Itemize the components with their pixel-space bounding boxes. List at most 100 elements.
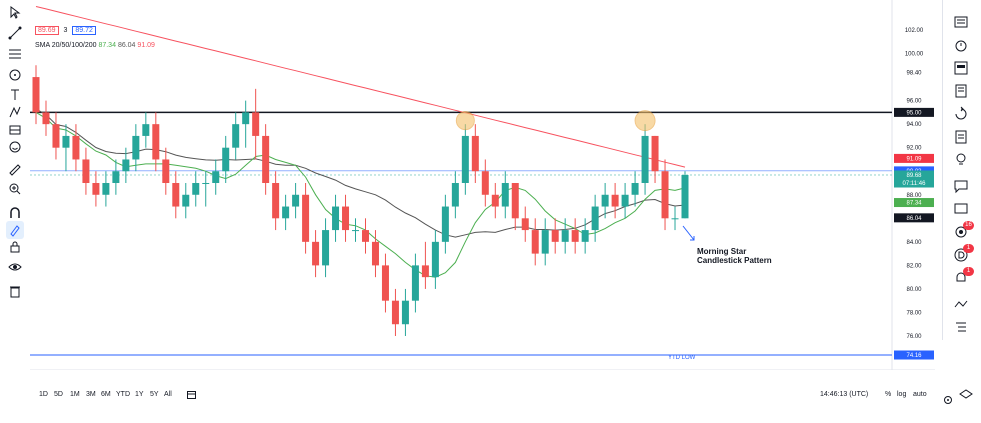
- idea-bulb-icon[interactable]: [953, 152, 971, 170]
- candle-body: [322, 230, 330, 266]
- trash-icon[interactable]: [6, 282, 24, 300]
- candle-body: [371, 241, 379, 266]
- range-1y-button[interactable]: 1Y: [135, 391, 144, 398]
- candle-body: [262, 135, 270, 183]
- drawing-mode-icon[interactable]: [6, 221, 24, 239]
- layers-icon[interactable]: [959, 387, 973, 406]
- settings-gear-icon[interactable]: [943, 392, 953, 410]
- candle-body: [282, 206, 290, 219]
- sma20-line: [35, 111, 686, 278]
- price-badge-label: 89.68: [906, 173, 922, 179]
- price-chart[interactable]: 102.00100.0098.4096.0094.0092.0090.0088.…: [30, 0, 935, 370]
- candle-body: [232, 124, 240, 148]
- range-ytd-button[interactable]: YTD: [116, 391, 130, 398]
- range-1d-button[interactable]: 1D: [39, 391, 48, 398]
- streams-icon[interactable]: 16: [953, 221, 974, 242]
- spread-value: 3: [63, 27, 68, 34]
- candle-body: [112, 171, 120, 183]
- candle-body: [172, 183, 180, 207]
- price-badge: [894, 178, 934, 188]
- candle-body: [481, 171, 489, 195]
- candle-body: [631, 183, 639, 195]
- candle-body: [521, 218, 529, 231]
- sma100-value: 86.04: [117, 42, 136, 49]
- percent-scale-button[interactable]: %: [885, 391, 892, 398]
- candle-body: [591, 206, 599, 231]
- watchlist-icon[interactable]: [953, 14, 971, 32]
- candle-body: [332, 206, 340, 231]
- sell-price[interactable]: 89.69: [35, 26, 59, 35]
- price-badge-label: 91.09: [906, 157, 922, 163]
- candle-body: [52, 124, 60, 148]
- candle-body: [671, 218, 679, 220]
- text-icon[interactable]: [6, 86, 24, 104]
- utc-clock[interactable]: 14:46:13 (UTC): [820, 391, 869, 398]
- price-badge-label: 86.04: [906, 216, 922, 222]
- auto-scale-button[interactable]: auto: [913, 391, 927, 398]
- price-tick-label: 76.00: [906, 334, 922, 340]
- range-5d-button[interactable]: 5D: [54, 391, 63, 398]
- fib-icon[interactable]: [6, 45, 24, 63]
- price-tick-label: 96.00: [906, 99, 922, 105]
- ruler-icon[interactable]: [6, 161, 24, 179]
- candle-body: [222, 147, 230, 172]
- candle-body: [511, 183, 519, 219]
- candle-body: [471, 135, 479, 172]
- news-icon[interactable]: [953, 83, 971, 101]
- calculator-icon[interactable]: [953, 129, 971, 147]
- candle-body: [142, 124, 150, 136]
- refresh-icon[interactable]: [953, 106, 971, 124]
- price-badge: [894, 198, 934, 208]
- candle-body: [152, 124, 160, 160]
- price-tick-label: 94.00: [906, 122, 922, 128]
- alarm-clock-icon[interactable]: [953, 37, 971, 55]
- notification-badge: 1: [963, 244, 974, 253]
- object-tree-icon[interactable]: [953, 319, 971, 337]
- eye-icon[interactable]: [6, 258, 24, 276]
- notifications-bell-icon[interactable]: 1: [953, 267, 974, 288]
- candle-body: [32, 77, 40, 113]
- prediction-icon[interactable]: [6, 121, 24, 139]
- candle-body: [102, 183, 110, 195]
- chat-icon[interactable]: [953, 178, 971, 196]
- goto-date-icon[interactable]: [187, 390, 196, 401]
- candle-body: [122, 159, 130, 172]
- zoom-icon[interactable]: [6, 180, 24, 198]
- range-3m-button[interactable]: 3M: [86, 391, 96, 398]
- emoji-icon[interactable]: [6, 138, 24, 156]
- candle-body: [621, 194, 629, 207]
- range-6m-button[interactable]: 6M: [101, 391, 111, 398]
- lock-icon[interactable]: [6, 238, 24, 256]
- price-badge: [894, 213, 934, 223]
- candle-body: [162, 159, 170, 183]
- buy-price[interactable]: 89.72: [72, 26, 96, 35]
- range-1m-button[interactable]: 1M: [70, 391, 80, 398]
- price-tick-label: 98.40: [906, 70, 922, 76]
- candle-body: [202, 183, 210, 184]
- pine-script-icon[interactable]: [953, 297, 971, 315]
- candle-body: [361, 230, 369, 242]
- range-5y-button[interactable]: 5Y: [150, 391, 159, 398]
- shapes-icon[interactable]: [6, 66, 24, 84]
- price-tick-label: 102.00: [905, 28, 924, 34]
- candle-body: [541, 230, 549, 254]
- candle-body: [132, 135, 140, 160]
- cursor-icon[interactable]: [6, 3, 24, 21]
- ideas-d-icon[interactable]: 1: [953, 244, 974, 265]
- range-all-button[interactable]: All: [164, 391, 172, 398]
- pattern-icon[interactable]: [6, 103, 24, 121]
- sma-legend[interactable]: SMA 20/50/100/200 87.34 86.04 91.09: [35, 42, 155, 49]
- price-tick-label: 80.00: [906, 287, 922, 293]
- data-window-icon[interactable]: [953, 60, 971, 78]
- price-badge: [894, 350, 934, 360]
- candle-body: [431, 241, 439, 278]
- price-badge: [894, 153, 934, 163]
- trend-line-icon[interactable]: [6, 24, 24, 42]
- price-tick-label: 88.00: [906, 193, 922, 199]
- messages-icon[interactable]: [953, 201, 971, 219]
- candle-body: [342, 206, 350, 231]
- magnet-icon[interactable]: [6, 204, 24, 222]
- candle-body: [551, 230, 559, 242]
- candle-body: [182, 194, 190, 207]
- log-scale-button[interactable]: log: [897, 391, 907, 398]
